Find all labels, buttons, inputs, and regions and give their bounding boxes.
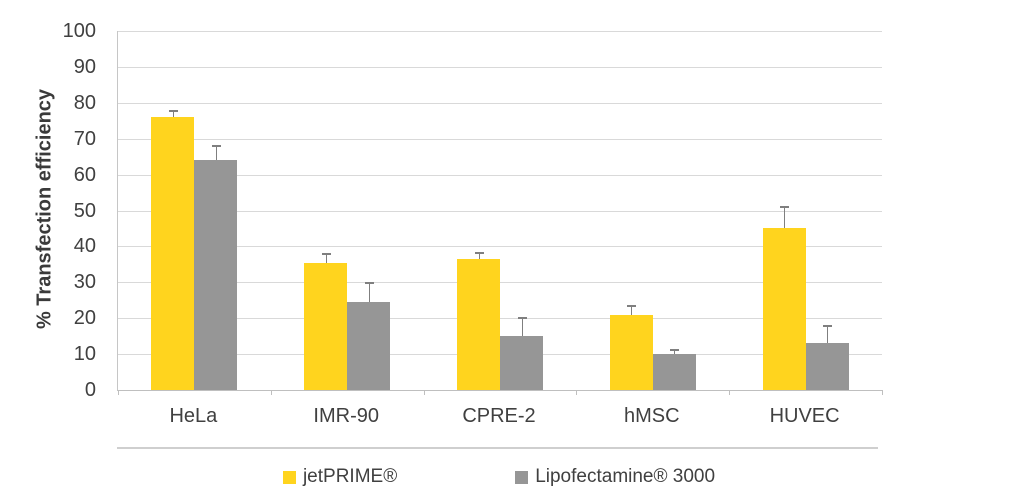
- chart-legend: jetPRIME® Lipofectamine® 3000: [117, 466, 881, 488]
- error-bar: [631, 305, 633, 315]
- x-tick: [576, 390, 577, 395]
- error-bar: [478, 252, 480, 259]
- x-category-label-HUVEC: HUVEC: [769, 405, 840, 427]
- error-bar: [368, 282, 370, 303]
- error-bar-cap: [211, 144, 221, 147]
- legend-item-jetprime: jetPRIME®: [282, 466, 398, 488]
- x-tick: [729, 390, 730, 395]
- gridline: [118, 174, 882, 176]
- error-bar: [172, 110, 174, 118]
- legend-label: jetPRIME®: [302, 466, 398, 487]
- error-bar-cap: [517, 317, 527, 320]
- y-tick-label: 30: [73, 271, 96, 294]
- gridline: [118, 282, 882, 284]
- error-bar-cap: [627, 304, 637, 307]
- x-tick: [882, 390, 883, 395]
- legend-swatch-icon: [515, 470, 529, 484]
- error-bar-cap: [168, 109, 178, 112]
- bar-series1-IMR-90: [304, 262, 348, 390]
- error-bar: [674, 349, 676, 355]
- legend-divider: [117, 447, 878, 449]
- error-bar: [827, 326, 829, 344]
- error-bar: [325, 253, 327, 263]
- error-bar-cap: [321, 252, 331, 255]
- error-bar-cap: [823, 325, 833, 328]
- y-tick-label: 70: [73, 127, 96, 150]
- y-tick-label: 50: [73, 199, 96, 222]
- plot-area: [117, 31, 883, 395]
- gridline: [118, 66, 882, 68]
- legend-item-lipofectamine: Lipofectamine® 3000: [515, 466, 715, 488]
- y-tick-label: 40: [73, 235, 96, 258]
- gridline: [118, 138, 882, 140]
- bar-series1-CPRE-2: [457, 258, 500, 390]
- legend-label: Lipofectamine® 3000: [535, 466, 716, 487]
- gridline: [118, 210, 882, 212]
- bar-series1-HeLa: [151, 117, 195, 390]
- x-tick: [271, 390, 272, 395]
- y-tick-label: 100: [62, 20, 96, 42]
- error-bar: [521, 318, 523, 337]
- y-tick-label: 10: [73, 343, 96, 366]
- y-tick-label: 20: [73, 307, 96, 330]
- error-bar-cap: [474, 251, 484, 254]
- bar-series1-HUVEC: [762, 228, 806, 390]
- bar-series1-hMSC: [609, 314, 653, 390]
- error-bar: [215, 145, 217, 161]
- bar-series2-HeLa: [194, 160, 238, 390]
- y-tick-label: 60: [73, 163, 96, 186]
- error-bar-cap: [670, 348, 680, 351]
- gridline: [118, 318, 882, 320]
- y-tick-label: 0: [84, 379, 96, 401]
- error-bar: [784, 206, 786, 229]
- gridline: [118, 31, 882, 32]
- gridline: [118, 102, 882, 104]
- bar-series2-HUVEC: [805, 343, 849, 390]
- x-tick: [424, 390, 425, 395]
- bar-series2-IMR-90: [347, 302, 391, 390]
- x-tick: [118, 390, 119, 395]
- x-category-label-IMR-90: IMR-90: [313, 405, 379, 427]
- y-tick-label: 90: [73, 55, 96, 78]
- x-category-label-CPRE-2: CPRE-2: [462, 405, 536, 427]
- gridline: [118, 246, 882, 248]
- y-tick-label: 80: [73, 91, 96, 114]
- legend-swatch-icon: [282, 470, 296, 484]
- error-bar-cap: [780, 205, 790, 208]
- bar-series2-CPRE-2: [500, 336, 543, 390]
- x-category-label-hMSC: hMSC: [624, 405, 680, 427]
- x-category-label-HeLa: HeLa: [169, 405, 218, 427]
- bar-series2-hMSC: [652, 354, 696, 390]
- error-bar-cap: [364, 281, 374, 284]
